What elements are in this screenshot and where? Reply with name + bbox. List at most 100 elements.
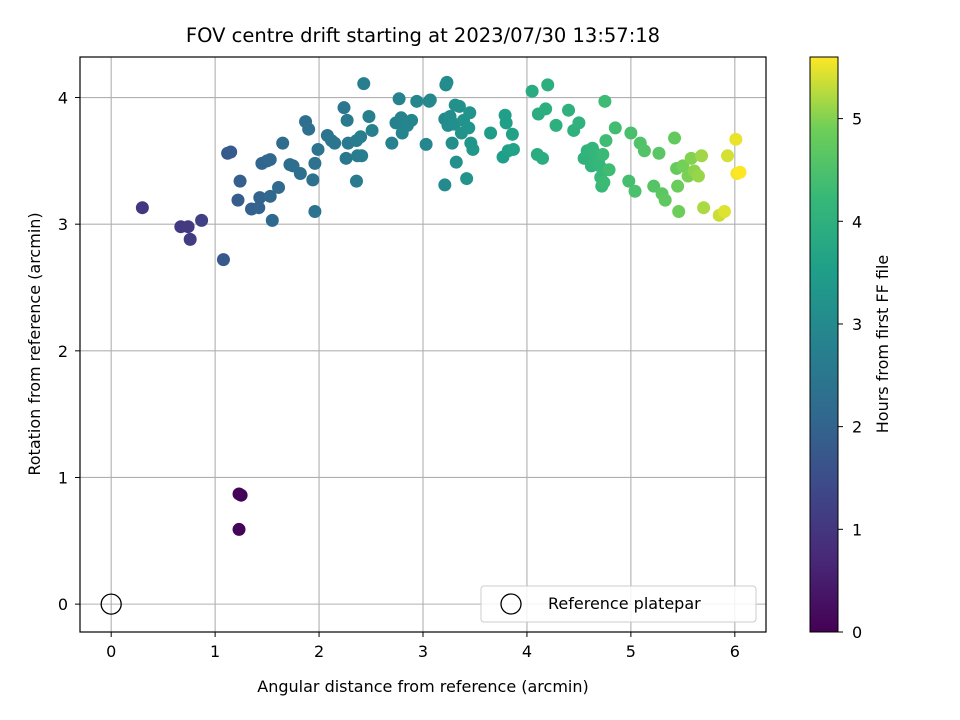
data-point <box>647 179 661 193</box>
data-point <box>263 189 277 203</box>
data-point <box>265 213 279 227</box>
data-point <box>357 77 371 91</box>
data-point <box>721 149 735 163</box>
data-point <box>308 156 322 170</box>
data-point <box>539 102 553 116</box>
data-point <box>445 136 459 150</box>
colorbar-gradient <box>809 56 839 633</box>
y-axis-label: Rotation from reference (arcmin) <box>25 212 44 475</box>
data-point <box>385 136 399 150</box>
data-point <box>596 148 610 162</box>
data-points <box>100 75 747 615</box>
x-tick-label: 1 <box>210 642 220 661</box>
x-tick-label: 2 <box>314 642 324 661</box>
data-point <box>405 113 419 127</box>
data-point <box>231 193 245 207</box>
data-point <box>252 201 266 215</box>
data-point <box>183 232 197 246</box>
data-point <box>365 123 379 137</box>
colorbar-tick-label: 2 <box>852 418 862 437</box>
data-point <box>572 116 586 130</box>
y-tick-label: 3 <box>58 215 68 234</box>
data-point <box>339 151 353 165</box>
x-tick-label: 4 <box>522 642 532 661</box>
data-point <box>195 213 209 227</box>
colorbar-tick-label: 1 <box>852 520 862 539</box>
legend-label: Reference platepar <box>548 594 701 613</box>
data-point <box>460 172 474 186</box>
data-point <box>216 253 230 267</box>
data-point <box>276 136 290 150</box>
y-tick-label: 4 <box>58 89 68 108</box>
colorbar-tick-label: 0 <box>852 623 862 642</box>
x-tick-label: 6 <box>730 642 740 661</box>
data-point <box>438 178 452 192</box>
data-point <box>628 184 642 198</box>
data-point <box>597 175 611 189</box>
data-point <box>135 201 149 215</box>
data-point <box>505 127 519 141</box>
data-point <box>549 118 563 132</box>
data-point <box>652 146 666 160</box>
data-point <box>463 106 477 120</box>
data-point <box>484 126 498 140</box>
data-point <box>622 174 636 188</box>
data-point <box>311 142 325 156</box>
data-point <box>733 165 747 179</box>
colorbar-tick-label: 3 <box>852 315 862 334</box>
y-tick-label: 2 <box>58 342 68 361</box>
data-point <box>354 130 368 144</box>
colorbar-tick-label: 4 <box>852 212 862 231</box>
y-tick-label: 1 <box>58 468 68 487</box>
data-point <box>272 180 286 194</box>
colorbar: 0 1 2 3 4 5 Hours from first FF file <box>809 56 892 642</box>
data-point <box>181 220 195 234</box>
data-point <box>419 137 433 151</box>
data-point <box>233 174 247 188</box>
data-point <box>337 101 351 115</box>
y-tick-label: 0 <box>58 595 68 614</box>
data-point <box>608 121 622 135</box>
data-point <box>602 163 616 177</box>
data-point <box>462 121 476 135</box>
data-point <box>224 145 238 159</box>
data-point <box>598 94 612 108</box>
data-point <box>452 99 466 113</box>
chart-title: FOV centre drift starting at 2023/07/30 … <box>186 24 660 47</box>
data-point <box>697 201 711 215</box>
data-point <box>676 159 690 173</box>
y-ticks: 0 1 2 3 4 <box>58 89 80 614</box>
data-point <box>362 110 376 124</box>
x-tick-label: 0 <box>106 642 116 661</box>
reference-point <box>100 593 122 615</box>
data-point <box>562 103 576 117</box>
data-point <box>671 179 685 193</box>
data-point <box>392 92 406 106</box>
data-point <box>302 122 316 136</box>
x-axis-label: Angular distance from reference (arcmin) <box>257 677 588 696</box>
x-ticks: 0 1 2 3 4 5 6 <box>106 632 740 661</box>
data-point <box>525 84 539 98</box>
data-point <box>232 522 246 536</box>
data-point <box>506 142 520 156</box>
data-point <box>684 151 698 165</box>
data-point <box>729 132 743 146</box>
data-point <box>691 169 705 183</box>
data-point <box>293 167 307 181</box>
colorbar-ticks: 0 1 2 3 4 5 <box>838 110 862 642</box>
data-point <box>668 131 682 145</box>
data-point <box>637 144 651 158</box>
data-point <box>449 155 463 169</box>
data-point <box>466 142 480 156</box>
data-point <box>440 75 454 89</box>
colorbar-label: Hours from first FF file <box>873 255 892 434</box>
legend-reference-marker <box>500 593 522 615</box>
data-point <box>499 116 513 130</box>
data-point <box>717 205 731 219</box>
data-point <box>658 193 672 207</box>
data-point <box>355 149 369 163</box>
data-point <box>306 173 320 187</box>
data-point <box>308 205 322 219</box>
